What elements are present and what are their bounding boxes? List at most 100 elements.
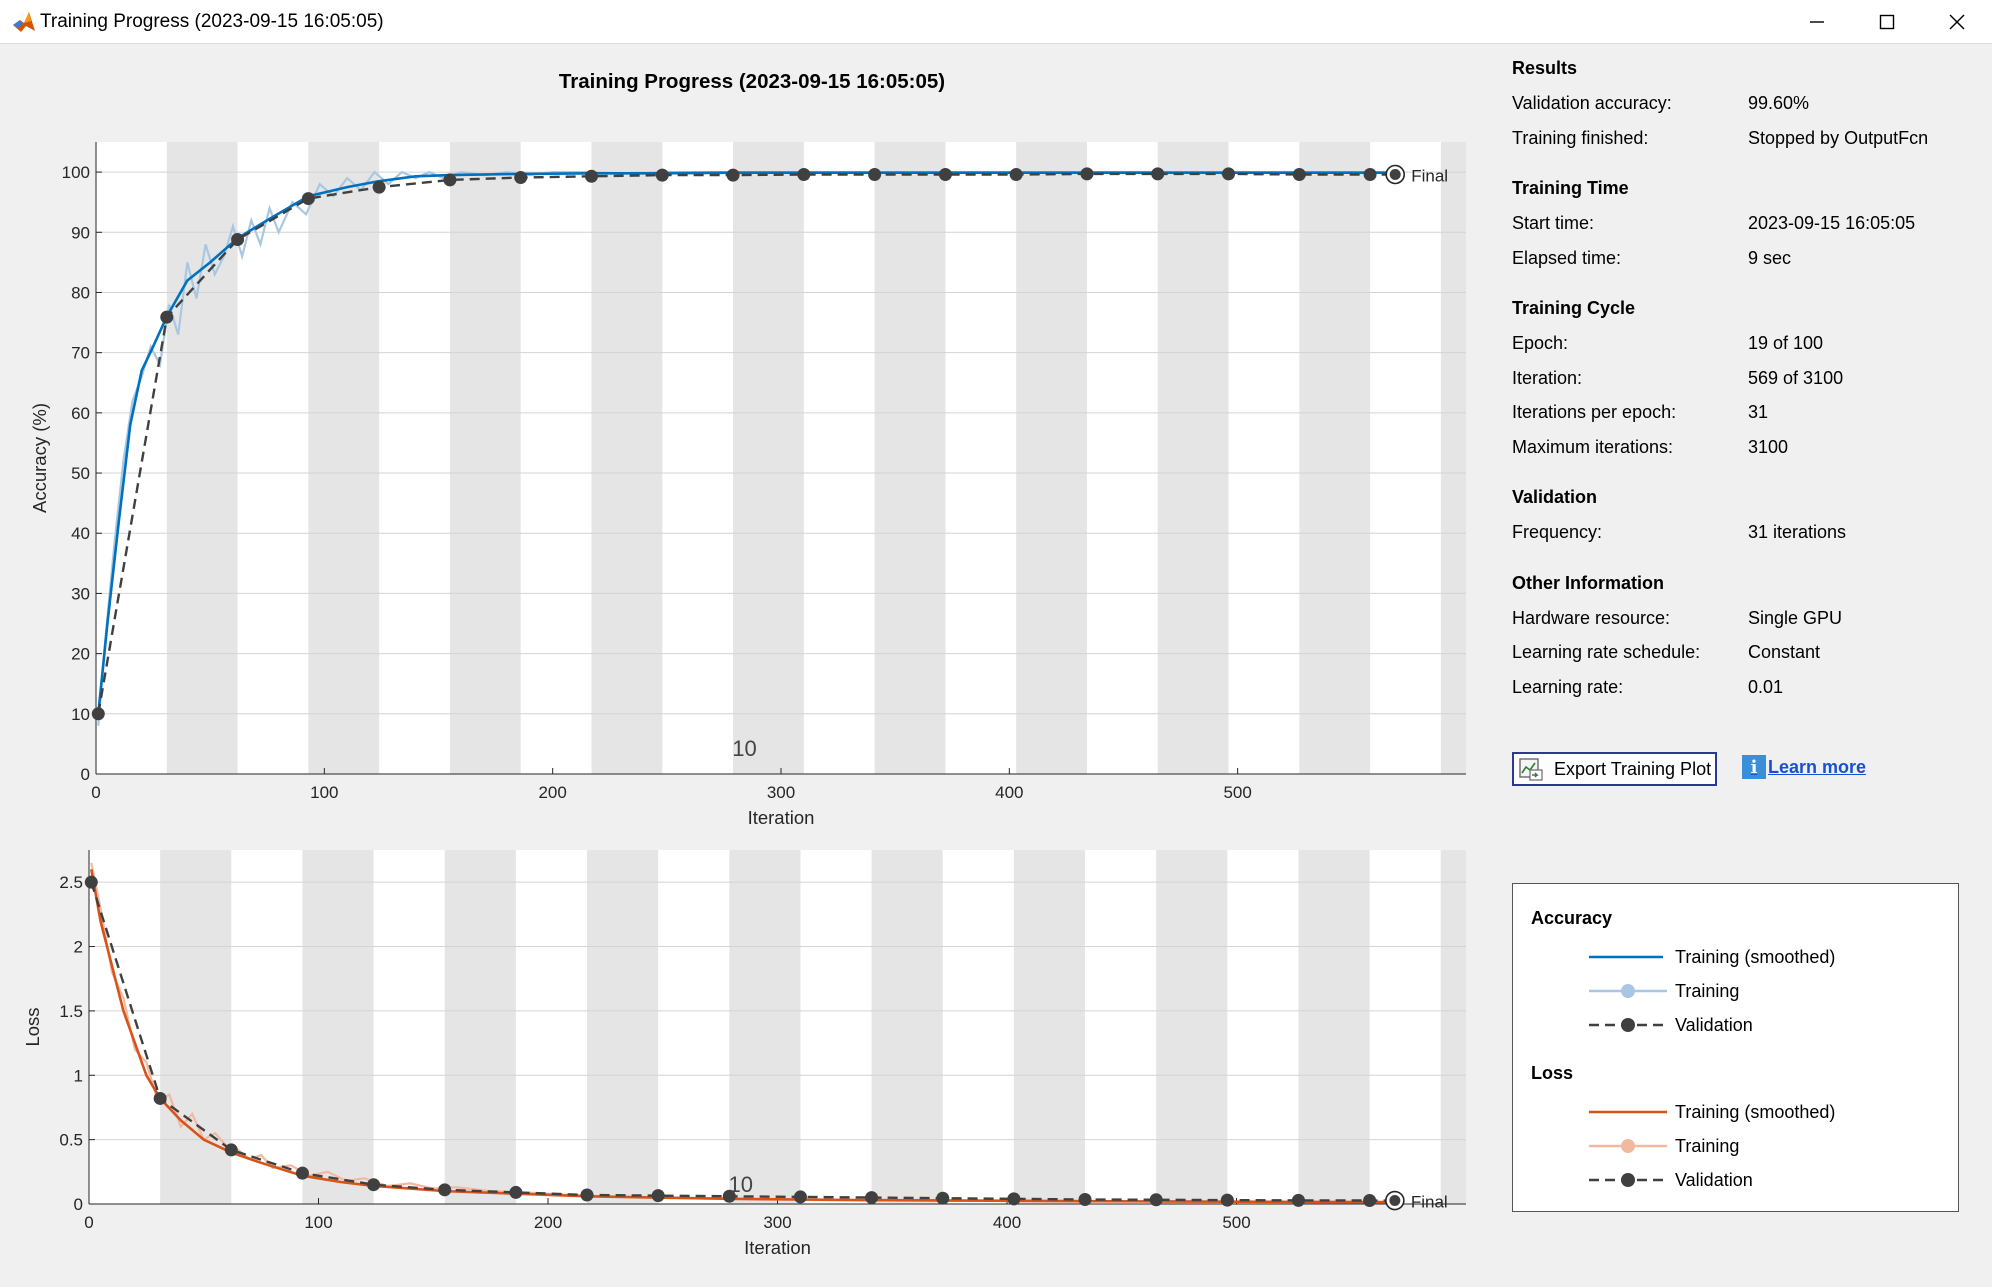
export-training-plot-button[interactable]: Export Training Plot — [1512, 752, 1717, 786]
learn-more-label: Learn more — [1768, 756, 1867, 777]
validation-point — [514, 171, 528, 185]
y-axis-label: Accuracy (%) — [29, 403, 50, 513]
y-tick-label: 0.5 — [59, 1131, 83, 1150]
x-tick-label: 100 — [310, 783, 338, 802]
validation-point — [726, 168, 740, 182]
x-tick-label: 200 — [534, 1213, 562, 1232]
legend-loss-title: Loss — [1531, 1063, 1574, 1083]
x-tick-label: 100 — [304, 1213, 332, 1232]
series-validation-line — [90, 881, 1395, 1202]
x-tick-label: 500 — [1222, 1213, 1250, 1232]
legend-panel: Accuracy Training (smoothed) Training Va… — [1512, 883, 1959, 1212]
final-marker-inner — [1389, 169, 1401, 181]
x-tick-label: 0 — [91, 783, 100, 802]
loss-chart: 0 100 200 300 400 500 0 0.5 1 1.5 2 2.5 Iteration Los… — [22, 850, 1466, 1258]
results-value: 19 of 100 — [1748, 333, 1824, 353]
epoch-band — [874, 142, 946, 774]
validation-point — [655, 168, 669, 182]
validation-point — [443, 173, 457, 187]
validation-point — [1149, 1193, 1163, 1207]
x-tick-label: 300 — [767, 783, 795, 802]
x-tick-label: 400 — [993, 1213, 1021, 1232]
y-tick-label: 1.5 — [59, 1002, 83, 1021]
legend-loss-smoothed: Training (smoothed) — [1589, 1102, 1836, 1122]
final-label: Final — [1411, 167, 1448, 186]
y-tick-label: 0 — [74, 1195, 83, 1214]
info-icon: i — [1742, 755, 1766, 779]
results-label: Validation accuracy: — [1512, 93, 1672, 113]
x-tick-label: 0 — [84, 1213, 93, 1232]
epoch-band — [1440, 850, 1466, 1204]
validation-point — [372, 180, 386, 194]
y-tick-label: 70 — [71, 344, 90, 363]
results-section-title: Training Time — [1512, 178, 1629, 198]
results-value: 9 sec — [1748, 247, 1792, 268]
y-tick-label: 90 — [71, 223, 90, 242]
validation-point — [1222, 167, 1236, 181]
legend-loss-validation: Validation — [1573, 1165, 1933, 1195]
y-tick-label: 50 — [71, 464, 90, 483]
y-tick-label: 30 — [71, 584, 90, 603]
validation-point — [1363, 168, 1377, 182]
validation-point — [797, 168, 811, 182]
validation-point — [651, 1189, 665, 1203]
close-button[interactable] — [1922, 0, 1992, 44]
matlab-icon — [13, 12, 35, 32]
validation-point — [936, 1191, 950, 1205]
results-value: 569 of 3100 — [1748, 367, 1844, 388]
y-tick-label: 20 — [71, 645, 90, 664]
epoch-band — [449, 142, 521, 774]
validation-point — [1009, 168, 1023, 182]
epoch-band — [1156, 850, 1228, 1204]
minimize-button[interactable] — [1782, 0, 1852, 44]
results-label: Epoch: — [1512, 333, 1569, 353]
export-plot-icon — [1519, 758, 1543, 781]
epoch-band — [733, 142, 804, 774]
validation-point — [91, 707, 105, 721]
validation-point — [301, 192, 315, 206]
epoch-band — [160, 850, 232, 1204]
y-tick-label: 60 — [71, 404, 90, 423]
y-axis-label: Loss — [22, 1007, 43, 1046]
final-label: Final — [1411, 1193, 1448, 1212]
window-title: Training Progress (2023-09-15 16:05:05) — [40, 11, 384, 32]
y-tick-label: 40 — [71, 524, 90, 543]
maximize-button[interactable] — [1852, 0, 1922, 44]
results-value: 31 — [1748, 402, 1769, 422]
results-value: 3100 — [1748, 436, 1789, 457]
epoch-band — [302, 850, 374, 1204]
learn-more-link[interactable]: i Learn more — [1742, 754, 1866, 780]
validation-point — [231, 233, 245, 247]
results-label: Iteration: — [1512, 367, 1583, 388]
results-label: Training finished: — [1512, 127, 1649, 148]
validation-point — [580, 1188, 594, 1202]
validation-point — [1151, 167, 1165, 181]
results-label: Hardware resource: — [1512, 607, 1671, 628]
validation-point — [1292, 168, 1306, 182]
epoch-marker-label: 10 — [732, 736, 756, 761]
results-value: 2023-09-15 16:05:05 — [1748, 213, 1916, 233]
validation-point — [1363, 1194, 1377, 1208]
validation-point — [367, 1178, 381, 1192]
y-tick-label: 2.5 — [59, 873, 83, 892]
export-training-plot-label: Export Training Plot — [1554, 758, 1712, 779]
results-value: 31 iterations — [1748, 522, 1847, 542]
validation-point — [224, 1143, 238, 1157]
epoch-band — [729, 850, 801, 1204]
epoch-band — [1299, 142, 1371, 774]
validation-point — [1080, 167, 1094, 181]
plot-title: Training Progress (2023-09-15 16:05:05) — [558, 70, 946, 93]
results-label: Frequency: — [1512, 522, 1603, 542]
results-label: Iterations per epoch: — [1512, 402, 1677, 422]
results-label: Start time: — [1512, 213, 1595, 233]
validation-point — [509, 1185, 523, 1199]
y-tick-label: 0 — [81, 765, 90, 784]
y-tick-label: 80 — [71, 283, 90, 302]
epoch-band — [591, 142, 663, 774]
results-value: 99.60% — [1748, 93, 1810, 113]
x-tick-label: 200 — [538, 783, 566, 802]
validation-point — [1007, 1192, 1021, 1206]
validation-point — [722, 1189, 736, 1203]
x-axis-label: Iteration — [748, 807, 815, 828]
validation-point — [793, 1190, 807, 1204]
